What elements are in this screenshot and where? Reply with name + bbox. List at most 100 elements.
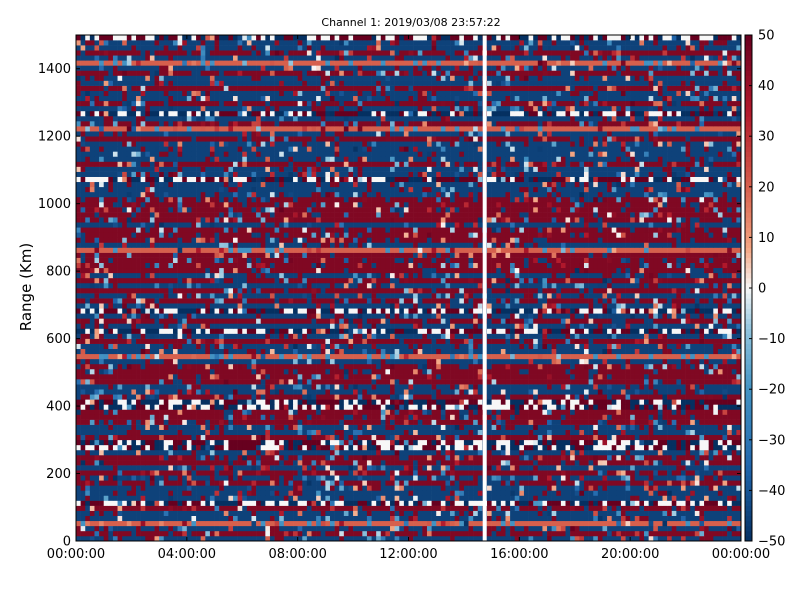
heatmap-cell: [302, 399, 308, 405]
heatmap-cell: [85, 530, 91, 537]
heatmap-cell: [362, 389, 368, 395]
heatmap-cell: [547, 460, 552, 466]
heatmap-cell: [510, 515, 516, 522]
heatmap-cell: [454, 515, 460, 522]
heatmap-cell: [159, 444, 165, 451]
heatmap-cell: [246, 379, 252, 385]
heatmap-cell: [667, 465, 673, 471]
heatmap-cell: [343, 384, 349, 390]
heatmap-cell: [320, 454, 326, 461]
heatmap-cell: [390, 449, 395, 456]
heatmap-cell: [431, 510, 437, 516]
heatmap-cell: [607, 394, 612, 400]
heatmap-cell: [223, 475, 229, 481]
heatmap-cell: [376, 399, 382, 405]
heatmap-cell: [371, 530, 377, 537]
heatmap-cell: [274, 399, 280, 405]
heatmap-cell: [653, 424, 659, 430]
heatmap-cell: [454, 419, 460, 425]
heatmap-cell: [380, 404, 386, 410]
heatmap-cell: [634, 465, 640, 471]
heatmap-cell: [602, 505, 608, 511]
heatmap-cell: [376, 368, 382, 375]
heatmap-cell: [371, 495, 377, 501]
heatmap-cell: [168, 429, 174, 436]
heatmap-cell: [556, 419, 562, 425]
heatmap-cell: [459, 379, 465, 385]
heatmap-cell: [616, 475, 622, 481]
heatmap-cell: [680, 520, 686, 527]
heatmap-cell: [325, 414, 331, 420]
heatmap-cell: [385, 470, 391, 476]
heatmap-cell: [473, 535, 479, 542]
heatmap-cell: [528, 454, 534, 461]
heatmap-cell: [283, 510, 289, 516]
heatmap-cell: [126, 449, 132, 456]
heatmap-cell: [154, 414, 160, 420]
heatmap-cell: [537, 439, 543, 446]
heatmap-cell: [519, 500, 525, 506]
heatmap-cell: [357, 454, 363, 461]
heatmap-cell: [159, 490, 165, 496]
heatmap-cell: [662, 475, 668, 481]
heatmap-cell: [89, 434, 95, 441]
heatmap-cell: [159, 424, 165, 430]
heatmap-cell: [468, 389, 474, 395]
heatmap-cell: [694, 505, 700, 511]
heatmap-cell: [112, 374, 118, 380]
heatmap-cell: [311, 520, 317, 527]
heatmap-cell: [80, 485, 86, 491]
heatmap-cell: [667, 434, 673, 441]
heatmap-cell: [708, 525, 714, 532]
heatmap-cell: [473, 515, 479, 522]
heatmap-cell: [99, 404, 105, 410]
heatmap-cell: [306, 500, 312, 506]
heatmap-cell: [588, 510, 594, 516]
heatmap-cell: [149, 530, 155, 537]
heatmap-cell: [320, 404, 326, 410]
heatmap-cell: [112, 535, 118, 542]
heatmap-cell: [542, 429, 548, 436]
heatmap-cell: [556, 399, 562, 405]
heatmap-cell: [560, 374, 566, 380]
heatmap-cell: [320, 363, 326, 370]
heatmap-cell: [477, 424, 483, 430]
heatmap-cell: [172, 454, 178, 461]
heatmap-cell: [89, 535, 95, 542]
heatmap-cell: [671, 424, 677, 430]
heatmap-cell: [607, 374, 612, 380]
heatmap-cell: [510, 475, 516, 481]
heatmap-cell: [630, 379, 636, 385]
heatmap-cell: [316, 374, 322, 380]
heatmap-cell: [500, 424, 506, 430]
heatmap-cell: [431, 470, 437, 476]
heatmap-cell: [463, 460, 469, 466]
heatmap-cell: [394, 495, 400, 501]
heatmap-cell: [505, 394, 511, 400]
heatmap-cell: [89, 485, 95, 491]
heatmap-cell: [136, 505, 141, 511]
heatmap-cell: [574, 429, 580, 436]
heatmap-cell: [680, 535, 686, 542]
heatmap-cell: [722, 449, 728, 456]
heatmap-cell: [436, 363, 442, 370]
heatmap-cell: [191, 460, 197, 466]
heatmap-cell: [690, 454, 696, 461]
heatmap-cell: [136, 495, 141, 501]
heatmap-cell: [413, 399, 419, 405]
heatmap-cell: [431, 384, 437, 390]
heatmap-cell: [657, 515, 663, 522]
heatmap-cell: [362, 465, 368, 471]
heatmap-cell: [602, 384, 608, 390]
heatmap-cell: [159, 389, 165, 395]
heatmap-cell: [145, 429, 151, 436]
heatmap-cell: [196, 368, 201, 375]
heatmap-cell: [209, 475, 215, 481]
heatmap-cell: [320, 505, 326, 511]
heatmap-cell: [463, 379, 469, 385]
heatmap-cell: [214, 510, 220, 516]
heatmap-cell: [431, 485, 437, 491]
heatmap-cell: [209, 510, 215, 516]
heatmap-cell: [371, 515, 377, 522]
heatmap-cell: [103, 515, 109, 522]
